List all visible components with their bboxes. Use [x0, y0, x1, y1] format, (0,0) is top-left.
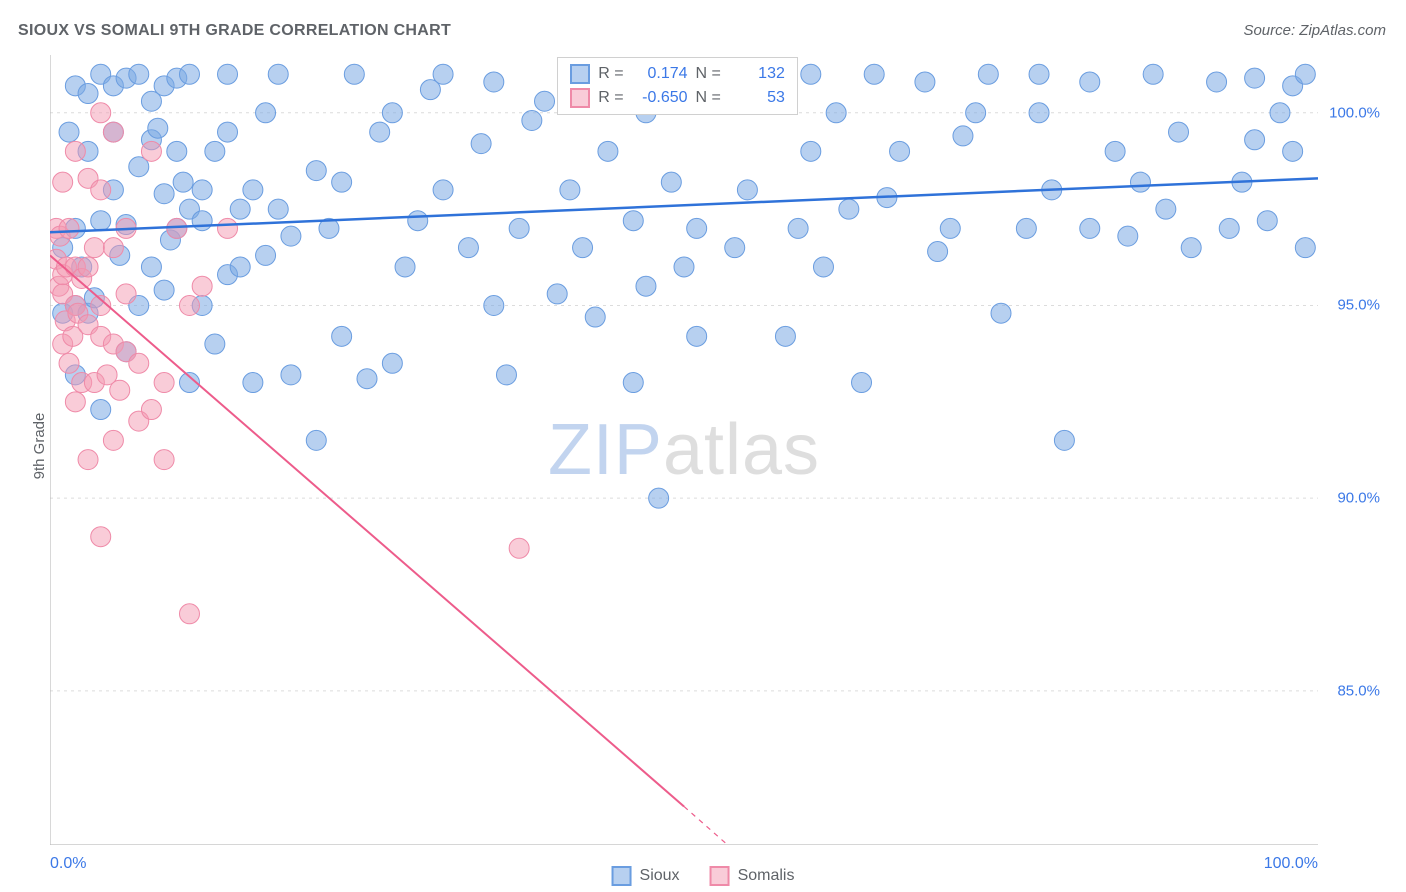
- series-legend: Sioux Somalis: [612, 866, 795, 886]
- legend-label-somalis: Somalis: [738, 867, 795, 885]
- swatch-somalis: [570, 88, 590, 108]
- n-value-sioux: 132: [729, 65, 785, 83]
- y-tick-label: 95.0%: [1337, 297, 1380, 314]
- r-label: R =: [598, 65, 623, 83]
- n-value-somalis: 53: [729, 89, 785, 107]
- r-value-somalis: -0.650: [632, 89, 688, 107]
- chart-container: SIOUX VS SOMALI 9TH GRADE CORRELATION CH…: [0, 0, 1406, 892]
- plot-area: ZIPatlas R = 0.174 N = 132 R = -0.650 N …: [50, 55, 1318, 845]
- correlation-legend: R = 0.174 N = 132 R = -0.650 N = 53: [557, 57, 798, 115]
- legend-item-sioux: Sioux: [612, 866, 680, 886]
- legend-row-sioux: R = 0.174 N = 132: [558, 62, 797, 86]
- n-label: N =: [696, 89, 721, 107]
- r-label: R =: [598, 89, 623, 107]
- x-axis-min-label: 0.0%: [50, 855, 86, 873]
- x-axis-max-label: 100.0%: [1264, 855, 1318, 873]
- y-tick-label: 100.0%: [1329, 104, 1380, 121]
- scatter-svg: [50, 55, 1318, 845]
- swatch-sioux: [570, 64, 590, 84]
- r-value-sioux: 0.174: [632, 65, 688, 83]
- legend-row-somalis: R = -0.650 N = 53: [558, 86, 797, 110]
- legend-item-somalis: Somalis: [710, 866, 795, 886]
- y-axis-label: 9th Grade: [31, 413, 48, 480]
- legend-label-sioux: Sioux: [640, 867, 680, 885]
- swatch-somalis-icon: [710, 866, 730, 886]
- y-tick-label: 90.0%: [1337, 490, 1380, 507]
- swatch-sioux-icon: [612, 866, 632, 886]
- n-label: N =: [696, 65, 721, 83]
- y-tick-label: 85.0%: [1337, 682, 1380, 699]
- chart-title: SIOUX VS SOMALI 9TH GRADE CORRELATION CH…: [18, 22, 451, 40]
- source-label: Source: ZipAtlas.com: [1243, 22, 1386, 39]
